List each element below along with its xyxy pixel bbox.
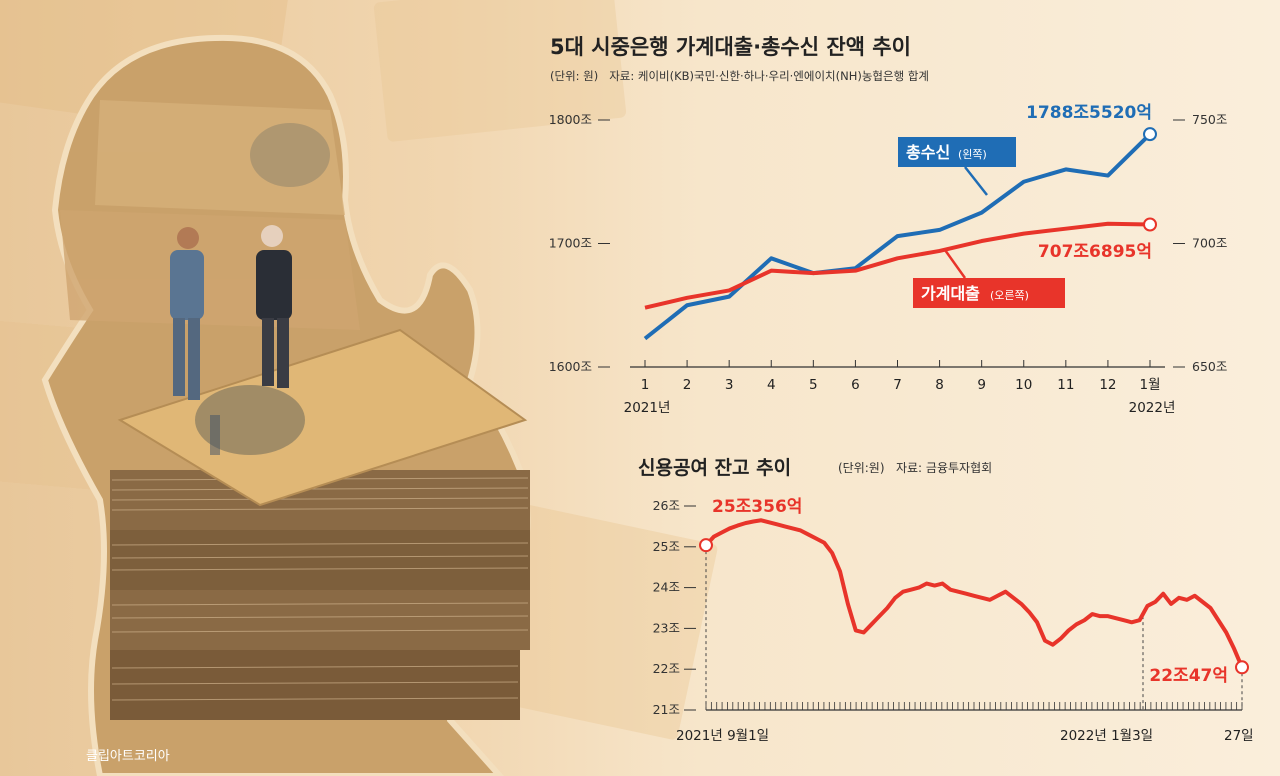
x-tick-label: 10 bbox=[1015, 377, 1032, 393]
chart2-subtitle: (단위:원) 자료: 금융투자협회 bbox=[838, 461, 992, 475]
x-tick-label: 11 bbox=[1057, 377, 1074, 393]
x-tick-label: 4 bbox=[767, 377, 776, 393]
x-year-label: 2022년 bbox=[1129, 400, 1176, 416]
series-end-point bbox=[1143, 217, 1157, 232]
chart1-title: 5대 시중은행 가계대출·총수신 잔액 추이 bbox=[550, 35, 911, 59]
legend-sublabel: (오른쪽) bbox=[990, 289, 1029, 302]
series-end-point bbox=[1143, 127, 1157, 142]
x-tick-label: 2022년 1월3일 bbox=[1060, 728, 1153, 744]
legend-leader bbox=[943, 249, 967, 279]
x-tick-label: 1월 bbox=[1139, 377, 1160, 393]
start-value-label: 25조356억 bbox=[712, 497, 802, 517]
y-tick-label: 21조 bbox=[653, 702, 680, 717]
x-tick-label: 8 bbox=[935, 377, 944, 393]
x-tick-label: 9 bbox=[977, 377, 986, 393]
y-right-tick-label: 650조 bbox=[1192, 359, 1227, 374]
x-tick-label: 1 bbox=[641, 377, 650, 393]
legend-label: 총수신 bbox=[906, 143, 950, 162]
x-tick-label: 5 bbox=[809, 377, 818, 393]
y-tick-label: 23조 bbox=[653, 620, 680, 635]
legend-sublabel: (왼쪽) bbox=[958, 147, 987, 161]
deposits-loans-chart: 5대 시중은행 가계대출·총수신 잔액 추이 (단위: 원) 자료: 케이비(K… bbox=[549, 35, 1228, 416]
y-left-tick-label: 1800조 bbox=[549, 112, 592, 127]
end-value-label: 22조47억 bbox=[1149, 666, 1228, 686]
y-left-tick-label: 1700조 bbox=[549, 236, 592, 251]
legend-box bbox=[898, 137, 1016, 167]
x-tick-label: 2 bbox=[683, 377, 692, 393]
x-tick-label: 6 bbox=[851, 377, 860, 393]
credit-balance-chart: 신용공여 잔고 추이 (단위:원) 자료: 금융투자협회 26조 25조 24조 23… bbox=[638, 457, 1254, 744]
y-right-tick-label: 750조 bbox=[1192, 112, 1227, 127]
end-point bbox=[1235, 660, 1249, 675]
y-tick-label: 24조 bbox=[653, 580, 680, 595]
x-tick-label: 7 bbox=[893, 377, 902, 393]
x-tick-label: 12 bbox=[1099, 377, 1116, 393]
x-tick-label: 27일 bbox=[1224, 728, 1254, 744]
credit-balance-line bbox=[704, 518, 1244, 669]
legend-leader bbox=[964, 166, 988, 196]
end-value-label: 1788조5520억 bbox=[1026, 103, 1152, 123]
legend-label: 가계대출 bbox=[921, 284, 980, 303]
photo-credit: 클립아트코리아 bbox=[86, 749, 170, 764]
x-year-label: 2021년 bbox=[624, 400, 671, 416]
y-tick-label: 22조 bbox=[653, 661, 680, 676]
chart2-title: 신용공여 잔고 추이 bbox=[638, 457, 791, 479]
y-right-tick-label: 700조 bbox=[1192, 236, 1227, 251]
end-value-label: 707조6895억 bbox=[1038, 242, 1152, 262]
y-tick-label: 26조 bbox=[653, 498, 680, 513]
start-point bbox=[699, 538, 713, 553]
x-tick-label: 2021년 9월1일 bbox=[676, 728, 769, 744]
series-line-가계대출 bbox=[644, 221, 1151, 310]
y-left-tick-label: 1600조 bbox=[549, 359, 592, 374]
y-tick-label: 25조 bbox=[653, 539, 680, 554]
legend-box bbox=[913, 278, 1065, 308]
x-tick-label: 3 bbox=[725, 377, 734, 393]
chart1-subtitle: (단위: 원) 자료: 케이비(KB)국민·신한·하나·우리·엔에이치(NH)농… bbox=[550, 69, 929, 83]
series-line-총수신 bbox=[643, 132, 1152, 341]
